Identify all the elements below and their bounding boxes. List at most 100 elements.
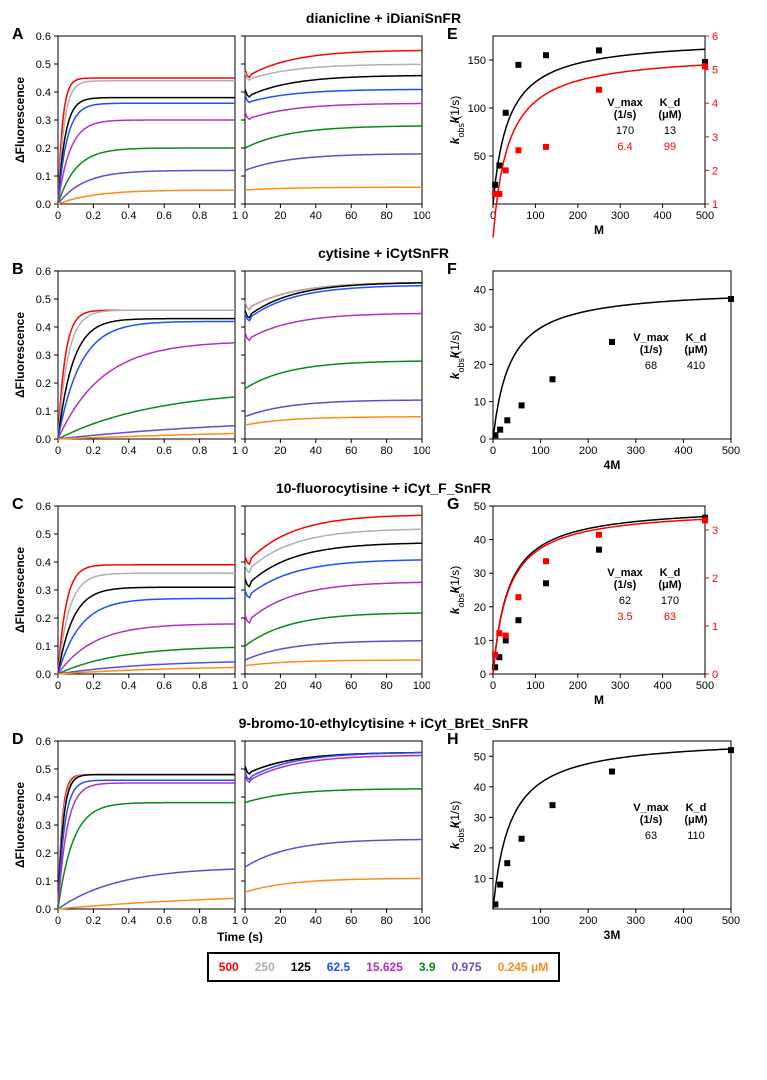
svg-text:30: 30 — [474, 322, 486, 334]
svg-text:40: 40 — [474, 535, 486, 547]
svg-text:K_d: K_d — [660, 97, 681, 109]
svg-text:0: 0 — [490, 445, 496, 457]
svg-text:10: 10 — [474, 635, 486, 647]
svg-text:0: 0 — [55, 915, 61, 927]
svg-text:300: 300 — [611, 680, 629, 692]
svg-text:0.2: 0.2 — [36, 143, 51, 155]
svg-text:300: 300 — [611, 210, 629, 222]
svg-text:0.6: 0.6 — [36, 736, 51, 748]
svg-text:0.2: 0.2 — [86, 445, 101, 457]
legend-item: 0.245 μM — [498, 960, 549, 974]
svg-text:40: 40 — [310, 210, 322, 222]
concentration-legend: 50025012562.515.6253.90.9750.245 μM — [207, 952, 561, 982]
binding-panel: H1020304050100200300400500kkobs (1/s)3MV… — [445, 733, 745, 946]
legend-item: 15.625 — [366, 960, 403, 974]
svg-text:20: 20 — [474, 843, 486, 855]
svg-text:60: 60 — [345, 210, 357, 222]
svg-text:1: 1 — [232, 445, 238, 457]
panel-label: C — [12, 496, 24, 514]
svg-text:400: 400 — [653, 680, 671, 692]
svg-text:0.0: 0.0 — [36, 904, 51, 916]
svg-text:0.2: 0.2 — [36, 613, 51, 625]
svg-text:0.2: 0.2 — [86, 915, 101, 927]
panel-label: G — [447, 496, 459, 514]
svg-text:ΔFluorescence: ΔFluorescence — [13, 312, 27, 398]
svg-text:100: 100 — [413, 915, 430, 927]
svg-text:0.0: 0.0 — [36, 199, 51, 211]
legend-item: 62.5 — [327, 960, 350, 974]
svg-text:1: 1 — [232, 915, 238, 927]
svg-text:400: 400 — [674, 445, 692, 457]
svg-text:400: 400 — [674, 915, 692, 927]
svg-text:K_d: K_d — [660, 567, 681, 579]
row-title: dianicline + iDianiSnFR — [10, 10, 757, 26]
svg-text:170: 170 — [616, 125, 634, 137]
svg-text:kobs (1/s): kobs (1/s) — [448, 331, 466, 380]
svg-text:0: 0 — [55, 680, 61, 692]
svg-text:0.3: 0.3 — [36, 585, 51, 597]
svg-text:300: 300 — [627, 445, 645, 457]
svg-text:100: 100 — [526, 210, 544, 222]
svg-text:0: 0 — [55, 445, 61, 457]
svg-text:2: 2 — [712, 165, 718, 177]
svg-text:50: 50 — [474, 751, 486, 763]
svg-text:0.1: 0.1 — [36, 641, 51, 653]
svg-text:0.1: 0.1 — [36, 171, 51, 183]
svg-text:40: 40 — [310, 680, 322, 692]
svg-text:200: 200 — [569, 210, 587, 222]
svg-text:2: 2 — [712, 573, 718, 585]
svg-text:20: 20 — [274, 680, 286, 692]
svg-text:(1/s): (1/s) — [614, 579, 637, 591]
svg-text:0.4: 0.4 — [121, 915, 136, 927]
svg-text:50: 50 — [474, 151, 486, 163]
svg-text:V_max: V_max — [607, 567, 643, 579]
svg-text:0.5: 0.5 — [36, 294, 51, 306]
binding-panel: F0102030400100200300400500kkobs (1/s)4MV… — [445, 263, 745, 476]
svg-text:1: 1 — [232, 680, 238, 692]
panel-label: A — [12, 26, 24, 44]
svg-text:63: 63 — [645, 830, 657, 842]
svg-text:kobs (1/s): kobs (1/s) — [448, 96, 466, 145]
svg-text:0.1: 0.1 — [36, 876, 51, 888]
svg-text:0.4: 0.4 — [121, 680, 136, 692]
svg-text:200: 200 — [579, 915, 597, 927]
svg-text:0.6: 0.6 — [157, 445, 172, 457]
kinetic-panel: D0.00.10.20.30.40.50.600.20.40.60.810204… — [10, 733, 430, 946]
legend-item: 0.975 — [452, 960, 482, 974]
svg-text:0.0: 0.0 — [36, 669, 51, 681]
legend-item: 125 — [291, 960, 311, 974]
svg-text:0.2: 0.2 — [86, 680, 101, 692]
svg-text:60: 60 — [345, 445, 357, 457]
svg-text:40: 40 — [474, 285, 486, 297]
svg-text:63: 63 — [664, 611, 676, 623]
svg-text:6.4: 6.4 — [617, 141, 632, 153]
svg-text:500: 500 — [696, 210, 714, 222]
svg-text:0: 0 — [490, 680, 496, 692]
svg-text:20: 20 — [474, 602, 486, 614]
svg-text:500: 500 — [696, 680, 714, 692]
svg-text:0.4: 0.4 — [36, 322, 51, 334]
svg-text:0.8: 0.8 — [192, 680, 207, 692]
svg-text:20: 20 — [274, 445, 286, 457]
svg-text:80: 80 — [380, 210, 392, 222]
svg-text:kobs (1/s): kobs (1/s) — [448, 566, 466, 615]
svg-text:K_d: K_d — [686, 802, 707, 814]
svg-text:100: 100 — [531, 445, 549, 457]
svg-text:300: 300 — [627, 915, 645, 927]
kinetic-panel: B0.00.10.20.30.40.50.600.20.40.60.810204… — [10, 263, 430, 476]
svg-text:0.8: 0.8 — [192, 915, 207, 927]
svg-text:ΔFluorescence: ΔFluorescence — [13, 77, 27, 163]
svg-text:80: 80 — [380, 445, 392, 457]
svg-text:500: 500 — [722, 915, 740, 927]
svg-text:3M: 3M — [604, 928, 621, 942]
svg-text:0.8: 0.8 — [192, 445, 207, 457]
svg-text:20: 20 — [274, 915, 286, 927]
svg-text:100: 100 — [413, 210, 430, 222]
svg-text:0.3: 0.3 — [36, 350, 51, 362]
svg-text:62: 62 — [619, 595, 631, 607]
row-title: 10-fluorocytisine + iCyt_F_SnFR — [10, 480, 757, 496]
svg-text:1: 1 — [232, 210, 238, 222]
svg-text:200: 200 — [569, 680, 587, 692]
svg-text:0.5: 0.5 — [36, 529, 51, 541]
svg-text:(μM): (μM) — [658, 109, 682, 121]
